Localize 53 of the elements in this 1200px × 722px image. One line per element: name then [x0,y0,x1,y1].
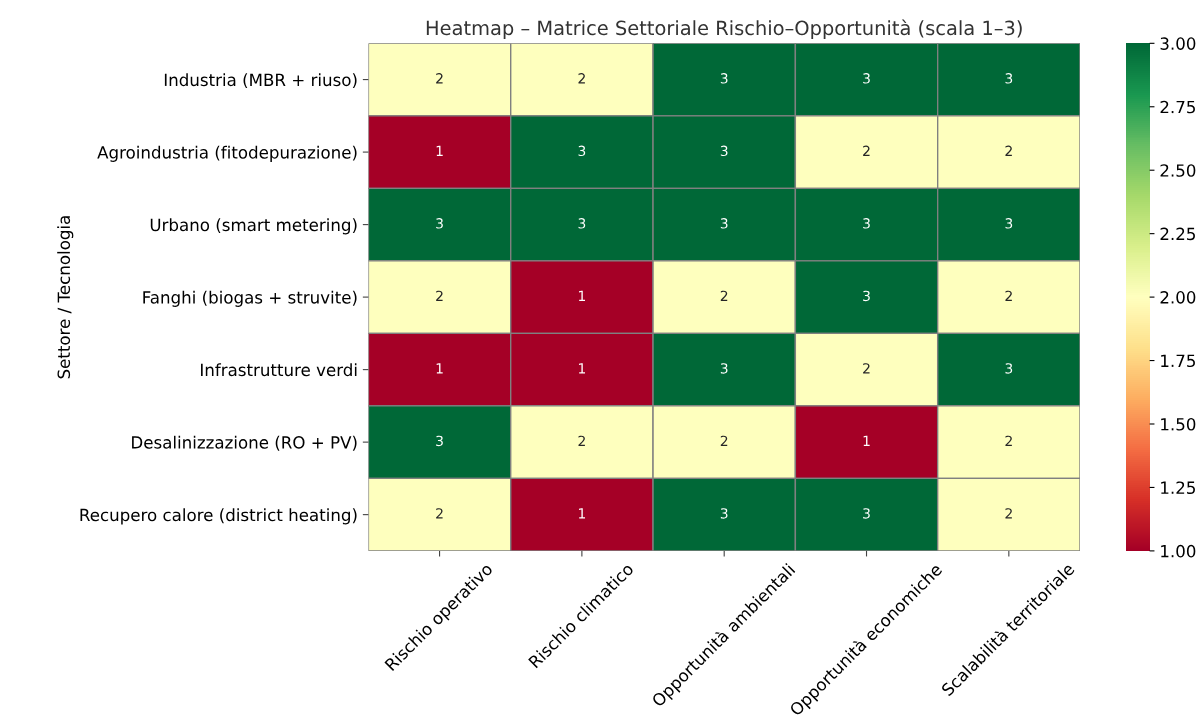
data-label: 2 [1005,290,1012,301]
data-label: 2 [863,363,870,374]
y-axis-title: Settore / Tecnologia [57,216,74,379]
y-tick-label: Desalinizzazione (RO + PV) [132,435,357,451]
data-label: 3 [720,508,728,519]
data-label: 1 [578,290,586,301]
data-label: 3 [436,435,443,447]
data-label: 1 [436,363,443,374]
data-label: 2 [1005,508,1012,519]
data-label: 2 [436,508,443,519]
color-bar-label: 2.50 [1160,164,1196,177]
y-tick-label: Infrastrutture verdi [201,363,357,377]
data-label: 2 [863,145,870,156]
chart-title: Heatmap – Matrice Settoriale Rischio–Opportunità (scala 1–3) [426,19,1022,40]
data-label: 3 [720,363,728,374]
y-tick-label: Urbano (smart metering) [150,218,357,235]
data-label: 2 [720,435,728,446]
data-label: 1 [863,435,870,446]
data-label: 3 [436,218,443,229]
data-label: 2 [436,290,443,301]
data-label: 3 [863,508,870,519]
data-label: 1 [578,363,586,374]
data-label: 2 [578,73,585,84]
data-label: 2 [578,435,585,446]
color-bar-label: 2.00 [1160,291,1196,304]
y-tick-label: Industria (MBR + riuso) [164,73,357,89]
data-label: 3 [1005,363,1013,374]
data-label: 2 [720,290,728,301]
data-label: 1 [436,145,443,156]
data-label: 3 [1005,218,1013,229]
data-label: 1 [578,508,586,519]
color-bar-label: 1.00 [1161,544,1196,558]
data-label: 3 [863,73,870,84]
y-tick-label: Agroindustria (fitodepurazione) [97,145,357,162]
y-tick-label: Recupero calore (district heating) [80,508,357,525]
data-label: 3 [578,218,586,229]
color-bar-label: 1.75 [1161,354,1195,368]
y-tick-label: Fanghi (biogas + struvite) [143,290,357,307]
data-label: 2 [1005,145,1012,156]
data-label: 3 [1005,73,1013,84]
data-label: 3 [863,218,870,229]
color-bar-label: 2.25 [1160,227,1195,241]
data-label: 3 [720,145,728,157]
color-bar-label: 1.25 [1161,481,1195,495]
data-label: 3 [720,73,728,84]
color-bar-label: 3.00 [1160,37,1196,50]
data-label: 2 [1005,435,1012,446]
color-bar-label: 2.75 [1160,100,1195,114]
data-label: 3 [720,218,728,229]
data-label: 3 [578,145,586,157]
data-label: 3 [863,290,870,302]
color-bar-label: 1.50 [1161,417,1196,431]
data-label: 2 [436,73,443,84]
